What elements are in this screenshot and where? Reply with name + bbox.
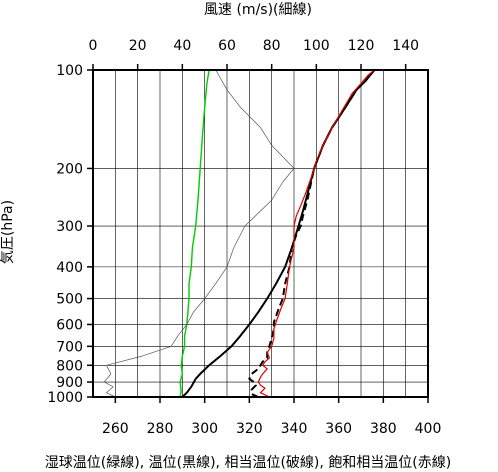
y-tick-label: 300: [56, 219, 83, 235]
series-line-wind: [103, 69, 295, 398]
series-layer: [103, 69, 376, 398]
bottom-x-tick-label: 280: [147, 421, 174, 437]
top-x-tick-label: 80: [263, 38, 281, 54]
y-axis-label: 気圧(hPa): [0, 200, 16, 264]
tick-marks: [87, 64, 429, 403]
y-tick-label: 900: [56, 375, 83, 391]
bottom-x-tick-label: 300: [191, 421, 218, 437]
top-x-tick-label: 120: [348, 38, 375, 54]
bottom-x-tick-label: 380: [370, 421, 397, 437]
top-x-tick-label: 0: [89, 38, 98, 54]
y-tick-label: 500: [56, 292, 83, 308]
top-axis-label: 風速 (m/s)(細線): [204, 2, 312, 18]
series-line-wet-bulb: [179, 69, 210, 398]
series-line-theta-e: [248, 69, 376, 398]
y-tick-label: 400: [56, 260, 83, 276]
y-tick-label: 800: [56, 358, 83, 374]
series-line-theta: [181, 69, 376, 398]
top-x-tick-label: 60: [218, 38, 236, 54]
y-tick-label: 100: [56, 63, 83, 79]
top-x-tick-label: 20: [129, 38, 147, 54]
y-tick-label: 200: [56, 161, 83, 177]
bottom-x-tick-label: 340: [281, 421, 308, 437]
bottom-x-tick-label: 400: [415, 421, 442, 437]
top-x-tick-label: 40: [173, 38, 191, 54]
bottom-x-tick-label: 360: [325, 421, 352, 437]
top-x-tick-label: 140: [392, 38, 419, 54]
bottom-x-tick-label: 320: [236, 421, 263, 437]
series-line-theta-es: [257, 69, 375, 398]
y-tick-label: 600: [56, 317, 83, 333]
y-tick-label: 700: [56, 339, 83, 355]
grid-lines: [92, 69, 429, 398]
plot-frame: [92, 69, 429, 398]
x-axis-label: 湿球温位(緑線), 温位(黒線), 相当温位(破線), 飽和相当温位(赤線): [45, 454, 451, 471]
y-tick-label: 1000: [47, 390, 83, 406]
bottom-x-tick-label: 260: [102, 421, 129, 437]
top-x-tick-label: 100: [303, 38, 330, 54]
